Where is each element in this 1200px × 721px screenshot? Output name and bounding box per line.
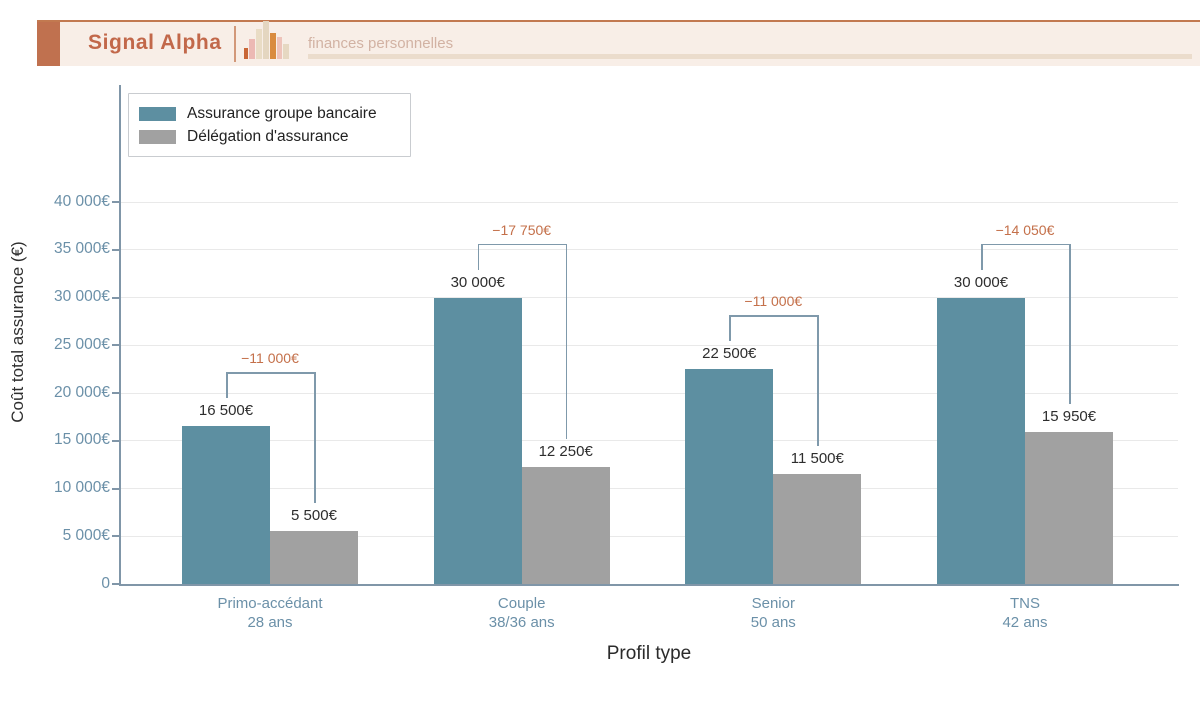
diff-bracket-left — [981, 243, 983, 270]
y-tick-mark — [112, 248, 119, 251]
header-band: Signal Alpha finances personnelles — [37, 20, 1200, 66]
bar-assurance-groupe-bancaire — [433, 297, 522, 584]
diff-bracket-right — [565, 243, 568, 439]
legend: Assurance groupe bancaire Délégation d'a… — [128, 93, 411, 157]
gridline — [121, 488, 1178, 489]
gridline — [121, 535, 1178, 537]
diff-bracket-right — [1069, 243, 1071, 404]
diff-bracket-horizontal — [981, 243, 1070, 245]
y-tick-label: 15 000€ — [53, 431, 110, 449]
diff-bracket-left — [729, 315, 731, 342]
icon-bar — [256, 29, 262, 59]
y-tick-label: 25 000€ — [53, 335, 110, 353]
icon-bar — [270, 33, 276, 59]
bar-value-label: 12 250€ — [538, 443, 593, 460]
category-sublabel: 50 ans — [750, 614, 796, 631]
brand-logo-square — [37, 22, 60, 66]
y-tick-mark — [112, 344, 119, 347]
legend-swatch-assurance-groupe — [139, 106, 176, 121]
bar-delegation-assurance — [1025, 431, 1113, 584]
bar-delegation-assurance — [270, 531, 358, 584]
y-tick-label: 40 000€ — [53, 192, 110, 210]
legend-entry: Assurance groupe bancaire — [139, 102, 400, 125]
diff-value-label: −17 750€ — [492, 221, 552, 238]
y-tick-mark — [112, 487, 119, 490]
category-sublabel: 38/36 ans — [488, 614, 555, 631]
gridline — [121, 297, 1178, 298]
x-tick-label: Couple 38/36 ans — [432, 594, 612, 632]
bar-delegation-assurance — [773, 474, 862, 584]
gridline — [121, 249, 1178, 251]
bar-value-label: 5 500€ — [291, 507, 337, 525]
y-axis-spine — [119, 85, 121, 586]
tagline-underline — [308, 54, 1192, 59]
y-tick-mark — [112, 535, 119, 538]
diff-bracket-horizontal — [477, 243, 567, 245]
gridline — [121, 392, 1178, 394]
y-tick-mark — [112, 201, 119, 203]
icon-bar — [263, 21, 269, 59]
bar-chart-icon — [244, 21, 289, 59]
gridline — [121, 440, 1178, 442]
y-tick-label: 10 000€ — [53, 479, 110, 496]
category-label: Senior — [751, 595, 795, 612]
diff-value-label: −11 000€ — [744, 293, 803, 310]
bar-value-label: 30 000€ — [953, 273, 1009, 291]
diff-bracket-left — [226, 372, 228, 399]
gridline — [121, 344, 1178, 346]
icon-bar — [249, 39, 255, 59]
x-axis-spine — [119, 584, 1179, 586]
diff-value-label: −14 050€ — [995, 221, 1055, 238]
legend-label: Assurance groupe bancaire — [187, 104, 377, 122]
category-sublabel: 42 ans — [1002, 614, 1048, 631]
diff-value-label: −11 000€ — [241, 350, 299, 367]
y-tick-label: 20 000€ — [53, 383, 110, 401]
y-tick-mark — [112, 392, 119, 394]
bar-value-label: 11 500€ — [790, 450, 844, 468]
diff-bracket-right — [314, 372, 316, 504]
bar-value-label: 15 950€ — [1041, 407, 1097, 425]
y-tick-label: 0 — [101, 574, 110, 592]
diff-bracket-horizontal — [226, 372, 315, 374]
x-tick-label: Senior 50 ans — [683, 594, 863, 632]
diff-bracket-right — [817, 315, 819, 447]
category-label: Primo-accédant — [217, 595, 323, 612]
y-tick-mark — [112, 439, 119, 442]
icon-bar — [277, 37, 282, 59]
x-tick-label: TNS 42 ans — [935, 594, 1115, 632]
bar-delegation-assurance — [521, 467, 610, 584]
legend-swatch-delegation — [139, 129, 176, 144]
brand-name: Signal Alpha — [88, 31, 222, 54]
y-tick-mark — [112, 583, 119, 585]
bar-value-label: 30 000€ — [450, 273, 505, 291]
y-tick-label: 5 000€ — [62, 526, 110, 544]
y-tick-label: 35 000€ — [53, 240, 110, 258]
icon-bar — [244, 48, 248, 59]
bar-assurance-groupe-bancaire — [685, 369, 774, 584]
diff-bracket-left — [477, 243, 480, 270]
x-tick-label: Primo-accédant 28 ans — [180, 594, 360, 632]
bar-assurance-groupe-bancaire — [937, 297, 1025, 584]
x-axis-title: Profil type — [606, 643, 692, 664]
legend-label: Délégation d'assurance — [187, 127, 349, 145]
gridline — [121, 201, 1178, 203]
bar-value-label: 16 500€ — [198, 402, 254, 420]
bar-assurance-groupe-bancaire — [182, 426, 270, 584]
bar-value-label: 22 500€ — [702, 345, 757, 363]
icon-bar — [283, 44, 289, 59]
diff-bracket-horizontal — [729, 315, 819, 317]
header-tagline: finances personnelles — [308, 35, 454, 52]
y-tick-label: 30 000€ — [53, 288, 110, 305]
category-label: Couple — [497, 595, 546, 612]
category-label: TNS — [1010, 595, 1040, 612]
legend-entry: Délégation d'assurance — [139, 125, 400, 148]
header-divider — [234, 26, 236, 62]
category-sublabel: 28 ans — [247, 614, 293, 631]
y-tick-mark — [112, 296, 119, 299]
